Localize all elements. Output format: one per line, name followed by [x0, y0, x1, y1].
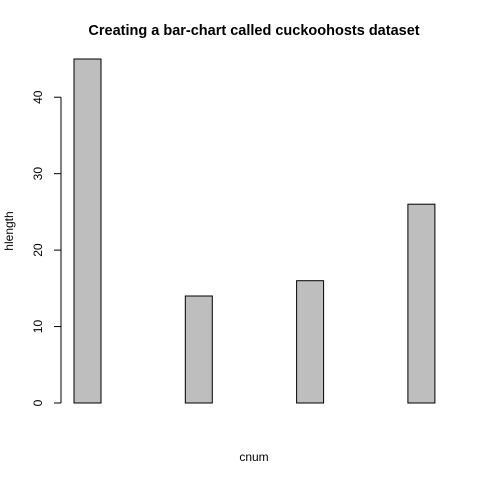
bar-1 — [73, 58, 102, 404]
y-tick-label-2: 20 — [31, 243, 45, 257]
y-axis-label: hlength — [2, 211, 16, 250]
y-axis: 0 10 20 30 40 — [31, 90, 62, 406]
bar-2 — [184, 295, 213, 404]
y-tick-label-0: 0 — [31, 399, 45, 406]
chart-title: Creating a bar-chart called cuckoohosts … — [88, 23, 419, 39]
y-tick-label-4: 40 — [31, 90, 45, 104]
bar-4 — [407, 203, 436, 404]
x-axis-label: cnum — [239, 450, 268, 464]
bar-3 — [296, 280, 325, 404]
y-tick-label-3: 30 — [31, 167, 45, 181]
y-tick-label-1: 10 — [31, 320, 45, 334]
bars-group — [73, 58, 436, 404]
